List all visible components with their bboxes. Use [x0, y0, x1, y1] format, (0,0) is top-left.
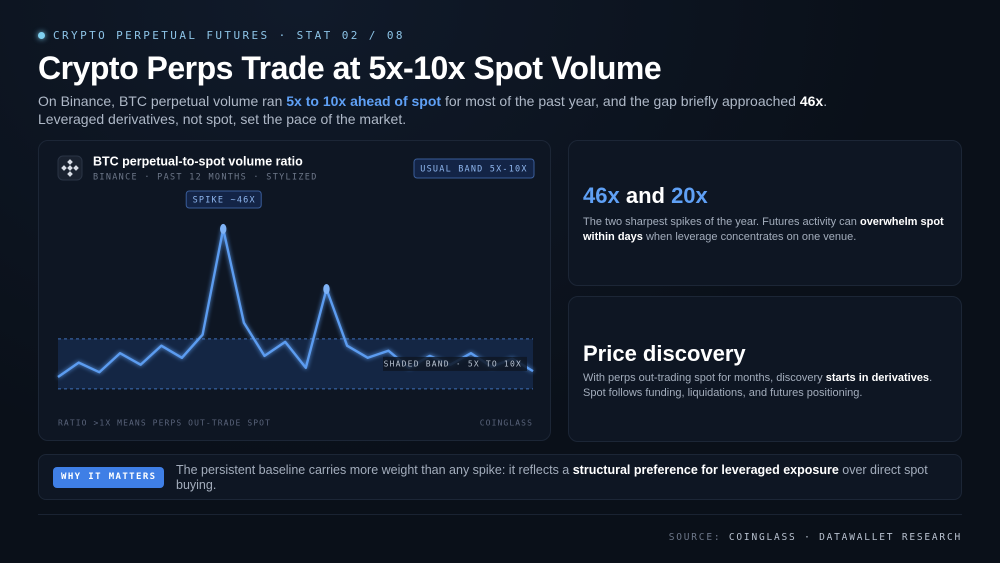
eyebrow-dot	[38, 32, 45, 39]
body-emphasis: starts in derivatives	[825, 372, 930, 384]
eyebrow: CRYPTO PERPETUAL FUTURES · STAT 02 / 08	[38, 29, 405, 42]
callout-body: The persistent baseline carries more wei…	[176, 463, 573, 477]
headline-text: Price discovery	[583, 341, 746, 366]
chart-title: BTC perpetual-to-spot volume ratio	[93, 154, 303, 168]
body-text: . Spot follows funding, liquidations, an…	[583, 372, 933, 399]
subtitle-text: . Leveraged derivatives, not spot, set t…	[38, 93, 828, 127]
body-text: With perps out-trading spot for months, …	[583, 372, 826, 384]
chart-subtitle: BINANCE · PAST 12 MONTHS · STYLIZED	[93, 173, 318, 183]
band-label-bg	[383, 356, 527, 371]
callout: WHY IT MATTERS The persistent baseline c…	[38, 454, 962, 500]
subtitle-emphasis: 46x	[799, 93, 824, 109]
chart-note: RATIO >1X MEANS PERPS OUT-TRADE SPOT	[58, 419, 271, 428]
subtitle-text: for most of the past year, and the gap b…	[441, 93, 800, 109]
band-badge	[413, 158, 535, 179]
stat-card: Price discovery With perps out-trading s…	[568, 296, 962, 442]
callout-emphasis: structural preference for leveraged expo…	[572, 463, 839, 477]
callout-tag: WHY IT MATTERS	[53, 467, 165, 488]
divider	[38, 514, 962, 515]
card-headline: 46x and 20x	[583, 183, 708, 209]
headline-text: and	[619, 183, 672, 208]
page-title: Crypto Perps Trade at 5x-10x Spot Volume	[38, 50, 662, 86]
chart-card: BTC perpetual-to-spot volume ratio BINAN…	[38, 140, 551, 441]
chart-source: COINGLASS	[480, 419, 533, 428]
headline-number: 46x	[583, 183, 620, 208]
eyebrow-text: CRYPTO PERPETUAL FUTURES · STAT 02 / 08	[53, 29, 405, 42]
card-body: The two sharpest spikes of the year. Fut…	[583, 215, 948, 245]
annotation: SPIKE ~46X	[193, 196, 256, 206]
stat-card: 46x and 20x The two sharpest spikes of t…	[568, 140, 962, 286]
subtitle-text: On Binance, BTC perpetual volume ran	[38, 93, 287, 109]
source-names: COINGLASS · DATAWALLET RESEARCH	[728, 532, 962, 543]
callout-body: over direct spot buying.	[176, 463, 928, 492]
band-badge-text: USUAL BAND 5X-10X	[420, 165, 527, 175]
band-label: SHADED BAND · 5X TO 10X	[384, 359, 522, 368]
body-text: The two sharpest spikes of the year. Fut…	[583, 216, 860, 228]
footer: SOURCE: COINGLASS · DATAWALLET RESEARCH	[669, 532, 962, 543]
card-headline: Price discovery	[583, 341, 746, 367]
annotation-badge	[185, 190, 262, 209]
headline-number: 20x	[671, 183, 708, 208]
body-text: when leverage concentrates on one venue.	[642, 231, 857, 243]
spike-marker	[323, 283, 330, 294]
callout-text: The persistent baseline carries more wei…	[176, 463, 936, 493]
source-label: SOURCE:	[668, 532, 729, 543]
page-subtitle: On Binance, BTC perpetual volume ran 5x …	[38, 92, 868, 128]
subtitle-emphasis: 5x to 10x ahead of spot	[286, 93, 442, 109]
spike-marker	[220, 223, 227, 234]
chart: BTC perpetual-to-spot volume ratio BINAN…	[57, 154, 535, 428]
card-body: With perps out-trading spot for months, …	[583, 371, 948, 401]
body-emphasis: overwhelm spot within days	[583, 216, 944, 243]
